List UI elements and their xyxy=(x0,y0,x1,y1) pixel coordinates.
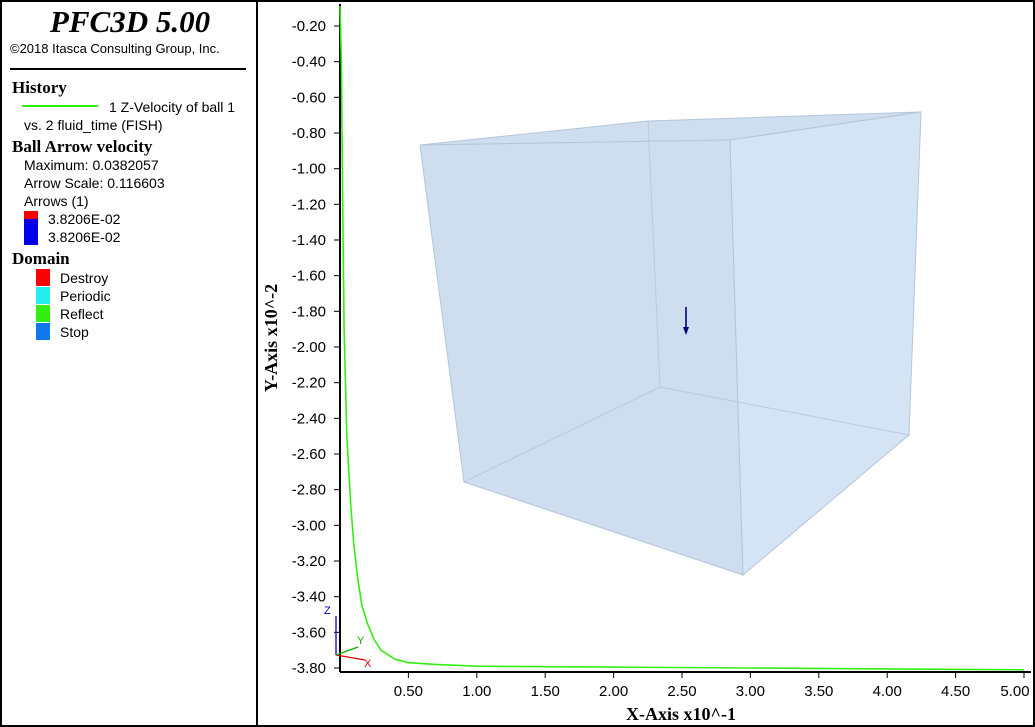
y-tick-label: -0.40 xyxy=(292,54,326,71)
y-tick-label: -2.40 xyxy=(292,410,326,427)
arrow-maximum: Maximum: 0.0382057 xyxy=(24,157,159,173)
history-series-label: 1 Z-Velocity of ball 1 xyxy=(109,99,236,115)
domain-destroy-label: Destroy xyxy=(60,270,109,286)
y-tick-label: -2.80 xyxy=(292,482,326,499)
box-right-face xyxy=(729,111,922,577)
domain-periodic-swatch xyxy=(36,287,50,304)
triad-z-label: Z xyxy=(324,605,331,617)
arrow-color-top-swatch xyxy=(24,211,38,219)
domain-heading: Domain xyxy=(12,249,70,268)
triad-y-label: Y xyxy=(357,635,365,647)
x-tick-label: 2.00 xyxy=(599,683,628,700)
copyright-text: ©2018 Itasca Consulting Group, Inc. xyxy=(10,41,220,56)
ball-velocity-arrow xyxy=(683,307,689,335)
domain-stop-label: Stop xyxy=(60,324,89,340)
domain-periodic-label: Periodic xyxy=(60,288,111,304)
triad-x-label: X xyxy=(364,658,372,670)
triad-y-axis xyxy=(335,646,359,656)
x-tick-label: 4.00 xyxy=(873,683,902,700)
y-tick-label: -2.00 xyxy=(292,339,326,356)
domain-reflect-swatch xyxy=(36,305,50,322)
box-hidden-edge-right xyxy=(659,386,910,436)
y-tick-label: -3.00 xyxy=(292,517,326,534)
y-tick-label: -2.20 xyxy=(292,375,326,392)
box-left-face xyxy=(419,139,744,576)
domain-stop-swatch xyxy=(36,323,50,340)
x-tick-label: 3.50 xyxy=(804,683,833,700)
axes-triad: Z X Y xyxy=(324,605,372,670)
history-line-swatch xyxy=(22,105,98,107)
x-tick-label: 1.00 xyxy=(462,683,491,700)
y-tick-label: -3.60 xyxy=(292,624,326,641)
y-tick-label: -3.40 xyxy=(292,589,326,606)
y-axis-ticks: -0.20 -0.40 -0.60 -0.80 -1.00 -1.20 -1.40 -1.60… xyxy=(292,18,340,677)
domain-reflect-label: Reflect xyxy=(60,306,104,322)
arrow-heading: Ball Arrow velocity xyxy=(12,137,153,156)
y-tick-label: -0.80 xyxy=(292,125,326,142)
x-tick-label: 1.50 xyxy=(531,683,560,700)
y-tick-label: -0.20 xyxy=(292,18,326,35)
x-axis-title: X-Axis x10^-1 xyxy=(626,704,736,724)
y-tick-label: -3.80 xyxy=(292,660,326,677)
x-tick-label: 2.50 xyxy=(667,683,696,700)
history-heading: History xyxy=(12,78,67,97)
y-tick-label: -1.20 xyxy=(292,196,326,213)
x-tick-label: 4.50 xyxy=(941,683,970,700)
history-x-label: vs. 2 fluid_time (FISH) xyxy=(24,117,163,133)
x-tick-label: 3.00 xyxy=(736,683,765,700)
x-tick-label: 0.50 xyxy=(394,683,423,700)
legend-panel: PFC3D 5.00 ©2018 Itasca Consulting Group… xyxy=(0,0,258,727)
box-hidden-edge-vertical xyxy=(647,120,661,388)
arrow-color-bottom-swatch xyxy=(24,219,38,245)
domain-box xyxy=(419,111,922,577)
app-title: PFC3D 5.00 xyxy=(49,4,211,39)
history-line xyxy=(339,5,1025,671)
x-tick-label: 5.00 xyxy=(1000,683,1029,700)
y-tick-label: -0.60 xyxy=(292,89,326,106)
y-tick-label: -2.60 xyxy=(292,446,326,463)
arrow-value-bottom: 3.8206E-02 xyxy=(48,229,121,245)
y-axis-title: Y-Axis x10^-2 xyxy=(261,284,281,392)
triad-x-axis xyxy=(335,654,366,661)
domain-destroy-swatch xyxy=(36,269,50,286)
y-tick-label: -1.40 xyxy=(292,232,326,249)
legend-divider xyxy=(10,68,246,70)
y-tick-label: -1.80 xyxy=(292,303,326,320)
arrow-value-top: 3.8206E-02 xyxy=(48,211,121,227)
y-tick-label: -3.20 xyxy=(292,553,326,570)
arrow-scale: Arrow Scale: 0.116603 xyxy=(24,175,165,191)
x-axis-ticks: 0.50 1.00 1.50 2.00 2.50 3.00 3.50 4.00 4.50 5.00 xyxy=(394,672,1030,700)
y-tick-label: -1.00 xyxy=(292,161,326,178)
y-tick-label: -1.60 xyxy=(292,268,326,285)
box-hidden-edge-left xyxy=(463,386,661,483)
arrow-count: Arrows (1) xyxy=(24,193,89,209)
